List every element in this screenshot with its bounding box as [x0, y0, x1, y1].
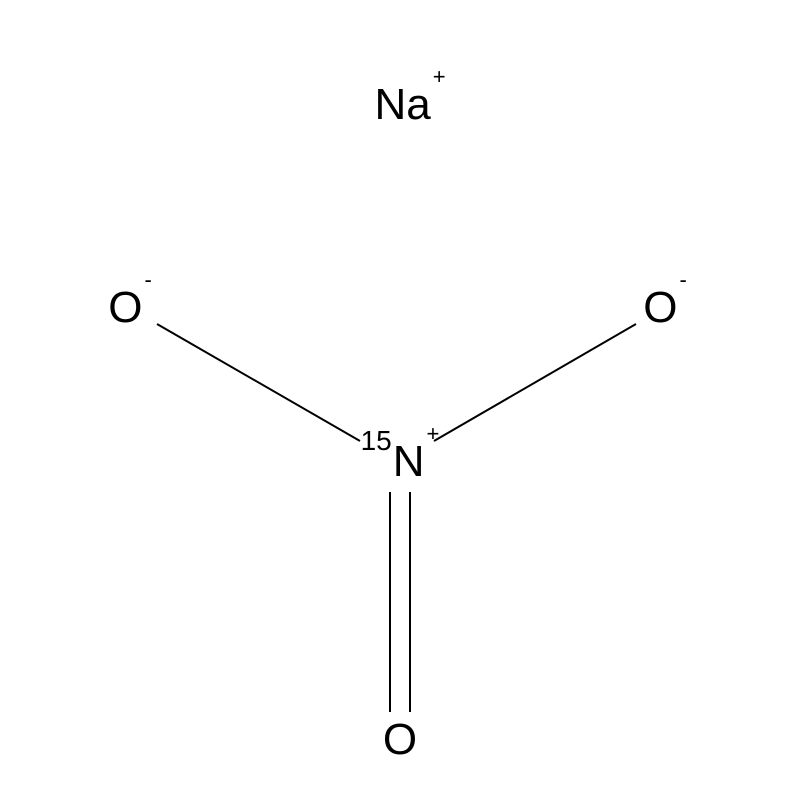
- nitrogen-isotope: 15: [361, 425, 392, 456]
- nitrogen-charge: +: [427, 421, 440, 446]
- oxygen-right-charge: -: [679, 267, 686, 292]
- atom-sodium: Na+: [374, 83, 445, 127]
- atom-nitrogen: 15N+: [361, 440, 440, 484]
- oxygen-left-symbol: O: [108, 283, 142, 332]
- atom-oxygen-left: O-: [108, 286, 152, 330]
- sodium-symbol: Na: [374, 80, 430, 129]
- oxygen-bottom-symbol: O: [383, 715, 417, 764]
- bond-oR-N: [434, 324, 636, 441]
- molecule-canvas: Na+ O- O- 15N+ O: [0, 0, 800, 800]
- atom-oxygen-right: O-: [643, 286, 687, 330]
- atom-oxygen-bottom: O: [383, 718, 417, 762]
- oxygen-left-charge: -: [144, 267, 151, 292]
- bond-oL-N: [157, 324, 360, 441]
- sodium-charge: +: [433, 64, 446, 89]
- nitrogen-symbol: N: [393, 437, 425, 486]
- oxygen-right-symbol: O: [643, 283, 677, 332]
